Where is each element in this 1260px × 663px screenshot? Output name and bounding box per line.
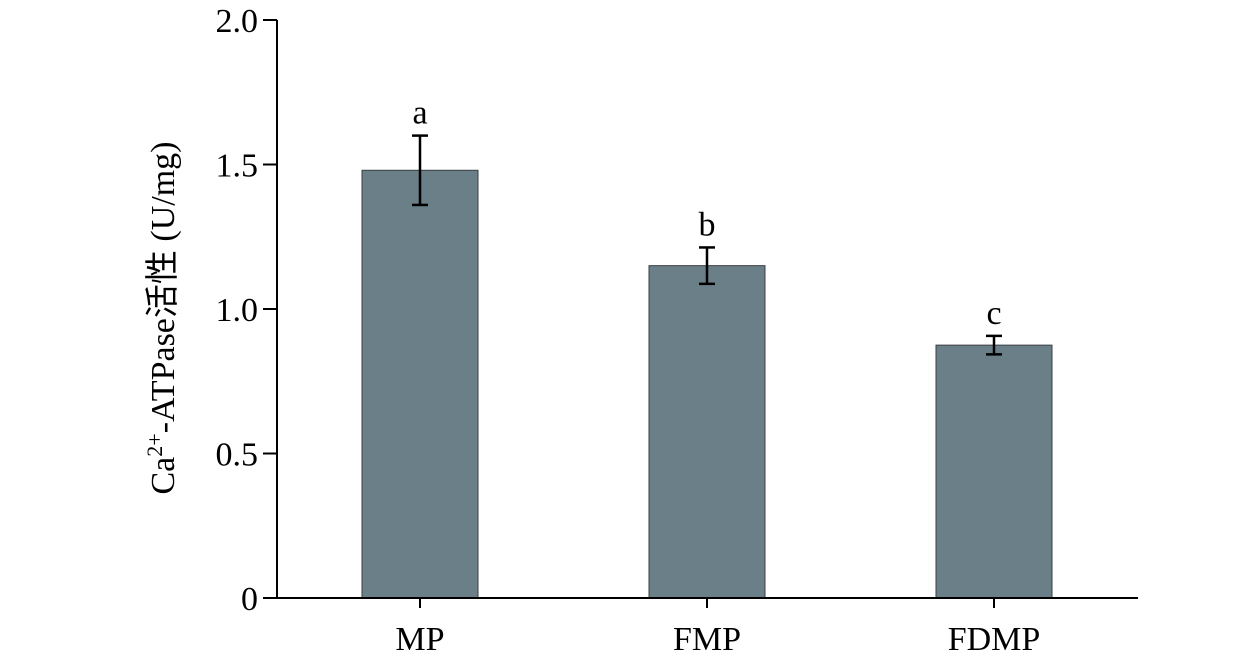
y-axis-label-suffix: -ATPase活性 (U/mg) (144, 142, 182, 434)
y-axis-label: Ca2+-ATPase活性 (U/mg) (142, 142, 182, 495)
category-label: FMP (673, 621, 741, 658)
bar (935, 344, 1053, 599)
y-tick-label: 1.0 (216, 292, 259, 329)
bar (361, 169, 479, 599)
bar (648, 265, 766, 599)
category-label: FDMP (948, 621, 1041, 658)
y-axis-label-superscript: 2+ (142, 433, 167, 456)
significance-label: b (699, 206, 716, 243)
y-tick-label: 2.0 (216, 3, 259, 40)
significance-label: c (986, 295, 1001, 332)
y-tick-label: 0.5 (216, 437, 259, 474)
y-tick-label: 0 (241, 581, 258, 618)
y-ticks-group: 0 0.5 1.0 1.5 2.0 (216, 3, 277, 618)
x-labels-group: MP FMP FDMP (395, 598, 1040, 658)
significance-label: a (412, 95, 427, 132)
significance-labels-group: a b c (412, 95, 1001, 332)
category-label: MP (395, 621, 444, 658)
y-axis-label-prefix: Ca (145, 457, 182, 495)
y-tick-label: 1.5 (216, 148, 259, 185)
error-bars-group (412, 134, 1002, 356)
